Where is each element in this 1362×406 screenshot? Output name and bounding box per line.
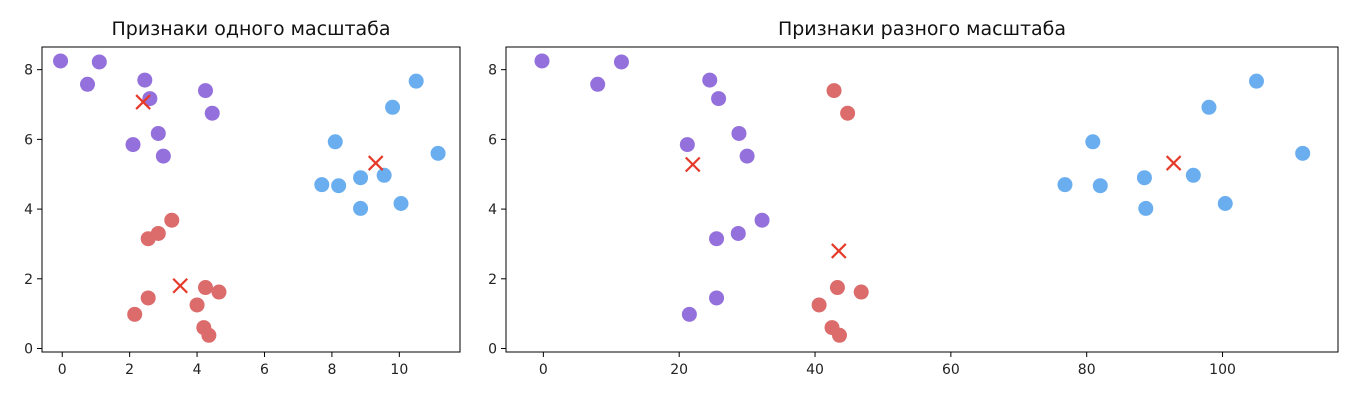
centroid-marker [1165, 155, 1182, 171]
data-point-purple [150, 125, 166, 141]
data-point-purple [204, 105, 220, 121]
data-point-blue [385, 99, 401, 115]
data-point-purple [711, 91, 727, 107]
x-tick-label: 80 [1078, 362, 1096, 378]
data-point-blue [1248, 73, 1264, 89]
data-point-purple [739, 148, 755, 164]
data-point-purple [80, 76, 96, 92]
data-point-purple [125, 137, 141, 153]
y-tick-label: 8 [24, 63, 33, 79]
data-point-blue [376, 167, 392, 183]
data-point-red [211, 284, 227, 300]
data-point-red [840, 105, 856, 121]
data-point-blue [314, 177, 330, 193]
data-point-purple [91, 54, 107, 70]
centroid-marker [172, 277, 188, 294]
data-point-blue [1185, 167, 1201, 183]
data-point-blue [393, 196, 409, 212]
data-point-blue [1136, 170, 1152, 186]
y-tick-label: 2 [488, 272, 497, 288]
data-point-red [829, 280, 845, 296]
x-tick-label: 6 [260, 362, 269, 378]
data-point-blue [408, 73, 424, 89]
x-tick-label: 0 [58, 362, 67, 378]
x-tick-label: 0 [539, 362, 548, 378]
data-point-red [197, 280, 213, 296]
data-point-blue [327, 134, 343, 150]
centroid-marker [831, 243, 847, 259]
data-point-red [826, 83, 842, 99]
data-point-purple [142, 91, 158, 107]
centroid-marker [684, 156, 701, 173]
y-tick-label: 0 [488, 342, 497, 358]
x-tick-label: 60 [942, 362, 960, 378]
x-tick-label: 8 [327, 362, 336, 378]
data-point-purple [709, 231, 725, 247]
x-tick-label: 40 [806, 362, 824, 378]
data-point-purple [702, 72, 718, 88]
plot-frame [505, 46, 1339, 353]
data-point-purple [681, 306, 697, 322]
data-point-red [853, 284, 869, 300]
data-point-red [811, 297, 827, 313]
x-tick-label: 100 [1209, 362, 1236, 378]
y-tick-label: 4 [24, 202, 33, 218]
chart-different-scale: Признаки разного масштаба 0 20 40 60 80 100 0 2 4… [488, 18, 1339, 378]
data-point-purple [730, 225, 746, 241]
data-point-blue [430, 145, 446, 161]
panel-left: Признаки одного масштаба 0 2 4 6 8 10 0 2 4 6 8 [0, 0, 470, 402]
x-tick-label: 4 [193, 362, 202, 378]
chart-same-scale: Признаки одного масштаба 0 2 4 6 8 10 0 2 4 6 8 [24, 18, 461, 378]
chart-title: Признаки разного масштаба [778, 18, 1066, 40]
y-tick-label: 6 [24, 132, 33, 148]
y-tick-label: 2 [24, 272, 33, 288]
data-point-blue [1217, 196, 1233, 212]
data-point-red [201, 327, 217, 343]
data-point-red [164, 212, 180, 228]
data-point-red [831, 327, 847, 343]
data-point-purple [679, 137, 695, 153]
data-point-purple [137, 72, 153, 88]
y-tick-label: 6 [488, 132, 497, 148]
data-point-purple [754, 212, 770, 228]
y-tick-label: 8 [488, 63, 497, 79]
x-tick-label: 2 [125, 362, 134, 378]
x-tick-label: 20 [670, 362, 688, 378]
data-point-red [140, 290, 156, 306]
data-point-blue [1085, 134, 1101, 150]
data-point-blue [1295, 145, 1311, 161]
data-point-purple [731, 125, 747, 141]
data-point-red [127, 306, 143, 322]
centroid-marker [367, 155, 384, 171]
data-point-red [189, 297, 205, 313]
data-point-red [140, 231, 156, 247]
centroid-marker [135, 94, 151, 110]
data-point-blue [353, 200, 369, 216]
data-point-purple [155, 148, 171, 164]
data-point-purple [709, 290, 725, 306]
data-point-blue [1057, 177, 1073, 193]
plot-frame [41, 46, 461, 353]
data-point-purple [534, 53, 550, 69]
data-point-blue [353, 170, 369, 186]
y-tick-label: 0 [24, 342, 33, 358]
data-point-blue [1201, 99, 1217, 115]
data-point-purple [590, 76, 606, 92]
data-point-purple [613, 54, 629, 70]
chart-title: Признаки одного масштаба [111, 18, 390, 40]
data-point-blue [331, 178, 347, 194]
data-point-blue [1138, 200, 1154, 216]
data-point-purple [53, 53, 69, 69]
data-point-blue [1092, 178, 1108, 194]
data-point-purple [197, 83, 213, 99]
x-tick-label: 10 [390, 362, 408, 378]
panel-right: Признаки разного масштаба 0 20 40 60 80 100 0 2 4… [470, 0, 1362, 402]
y-tick-label: 4 [488, 202, 497, 218]
